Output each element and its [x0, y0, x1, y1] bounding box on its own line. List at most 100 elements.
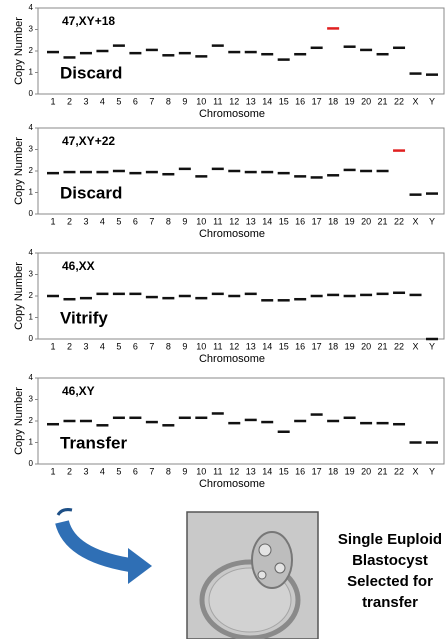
x-tick-label: 10 [196, 341, 206, 351]
y-tick-label: 0 [29, 459, 34, 468]
x-tick-label: X [413, 216, 419, 226]
x-tick-label: Y [429, 341, 435, 351]
x-tick-label: 2 [67, 341, 72, 351]
y-tick-label: 4 [29, 3, 34, 12]
y-axis-label: Copy Number [13, 137, 25, 205]
decision-label: Transfer [60, 433, 127, 452]
x-tick-label: 19 [345, 96, 355, 106]
y-tick-label: 0 [29, 209, 34, 218]
x-tick-label: Y [429, 466, 435, 476]
y-tick-label: 2 [29, 46, 34, 55]
y-axis-label: Copy Number [13, 262, 25, 330]
x-tick-label: 3 [83, 216, 88, 226]
x-tick-label: 7 [149, 216, 154, 226]
y-tick-label: 0 [29, 89, 34, 98]
x-tick-label: 14 [262, 96, 272, 106]
x-tick-label: 17 [312, 216, 322, 226]
x-tick-label: 4 [100, 466, 105, 476]
x-axis-label: Chromosome [199, 108, 265, 120]
x-tick-label: 6 [133, 466, 138, 476]
x-tick-label: 4 [100, 96, 105, 106]
x-tick-label: 5 [116, 96, 121, 106]
x-tick-label: 15 [279, 466, 289, 476]
y-tick-label: 1 [29, 68, 34, 77]
x-tick-label: 3 [83, 96, 88, 106]
x-tick-label: 11 [213, 466, 222, 476]
x-tick-label: X [413, 466, 419, 476]
decision-label: Discard [60, 183, 122, 202]
x-tick-label: 9 [182, 466, 187, 476]
x-tick-label: X [413, 96, 419, 106]
x-tick-label: 8 [166, 96, 171, 106]
x-tick-label: 11 [213, 341, 222, 351]
x-tick-label: 21 [378, 96, 388, 106]
x-tick-label: 9 [182, 96, 187, 106]
x-tick-label: 13 [246, 466, 256, 476]
x-tick-label: 19 [345, 216, 355, 226]
x-tick-label: 20 [361, 341, 371, 351]
x-tick-label: 22 [394, 341, 404, 351]
x-tick-label: 10 [196, 96, 206, 106]
x-tick-label: 1 [50, 96, 55, 106]
x-tick-label: 19 [345, 466, 355, 476]
x-tick-label: X [413, 341, 419, 351]
x-tick-label: 8 [166, 216, 171, 226]
x-tick-label: 1 [50, 216, 55, 226]
karyotype-label: 46,XY [62, 384, 95, 398]
x-tick-label: 18 [328, 216, 338, 226]
y-tick-label: 3 [29, 145, 34, 154]
arrow-edge [58, 510, 72, 515]
x-tick-label: 21 [378, 466, 388, 476]
embryo-image [187, 512, 318, 639]
x-tick-label: 10 [196, 466, 206, 476]
x-tick-label: 21 [378, 216, 388, 226]
arrow-head [128, 548, 152, 584]
karyotype-label: 47,XY+22 [62, 134, 115, 148]
x-tick-label: 18 [328, 96, 338, 106]
x-tick-label: 6 [133, 216, 138, 226]
x-tick-label: 4 [100, 341, 105, 351]
x-tick-label: 7 [149, 341, 154, 351]
x-tick-label: 16 [295, 466, 305, 476]
x-tick-label: 3 [83, 466, 88, 476]
x-axis-label: Chromosome [199, 228, 265, 240]
x-tick-label: 15 [279, 96, 289, 106]
x-tick-label: 18 [328, 466, 338, 476]
x-tick-label: 20 [361, 96, 371, 106]
x-tick-label: 8 [166, 466, 171, 476]
caption-line: Selected for [347, 573, 433, 590]
x-tick-label: 16 [295, 96, 305, 106]
x-tick-label: 17 [312, 341, 322, 351]
x-tick-label: Y [429, 216, 435, 226]
x-tick-label: 20 [361, 466, 371, 476]
x-tick-label: 6 [133, 341, 138, 351]
x-tick-label: 5 [116, 466, 121, 476]
x-tick-label: 16 [295, 341, 305, 351]
y-tick-label: 2 [29, 166, 34, 175]
x-tick-label: 12 [229, 216, 239, 226]
x-tick-label: 7 [149, 466, 154, 476]
figure: Single EuploidBlastocystSelected fortran… [0, 0, 445, 639]
x-tick-label: 13 [246, 216, 256, 226]
x-tick-label: 9 [182, 216, 187, 226]
x-tick-label: 18 [328, 341, 338, 351]
x-tick-label: 17 [312, 96, 322, 106]
x-tick-label: 2 [67, 96, 72, 106]
arrow [62, 522, 130, 565]
x-tick-label: 22 [394, 216, 404, 226]
x-tick-label: 5 [116, 216, 121, 226]
x-tick-label: 11 [213, 96, 222, 106]
x-tick-label: 15 [279, 216, 289, 226]
y-tick-label: 2 [29, 291, 34, 300]
y-tick-label: 3 [29, 395, 34, 404]
y-axis-label: Copy Number [13, 17, 25, 85]
x-axis-label: Chromosome [199, 478, 265, 490]
x-tick-label: 3 [83, 341, 88, 351]
caption-line: transfer [362, 594, 418, 611]
x-tick-label: 10 [196, 216, 206, 226]
y-tick-label: 2 [29, 416, 34, 425]
